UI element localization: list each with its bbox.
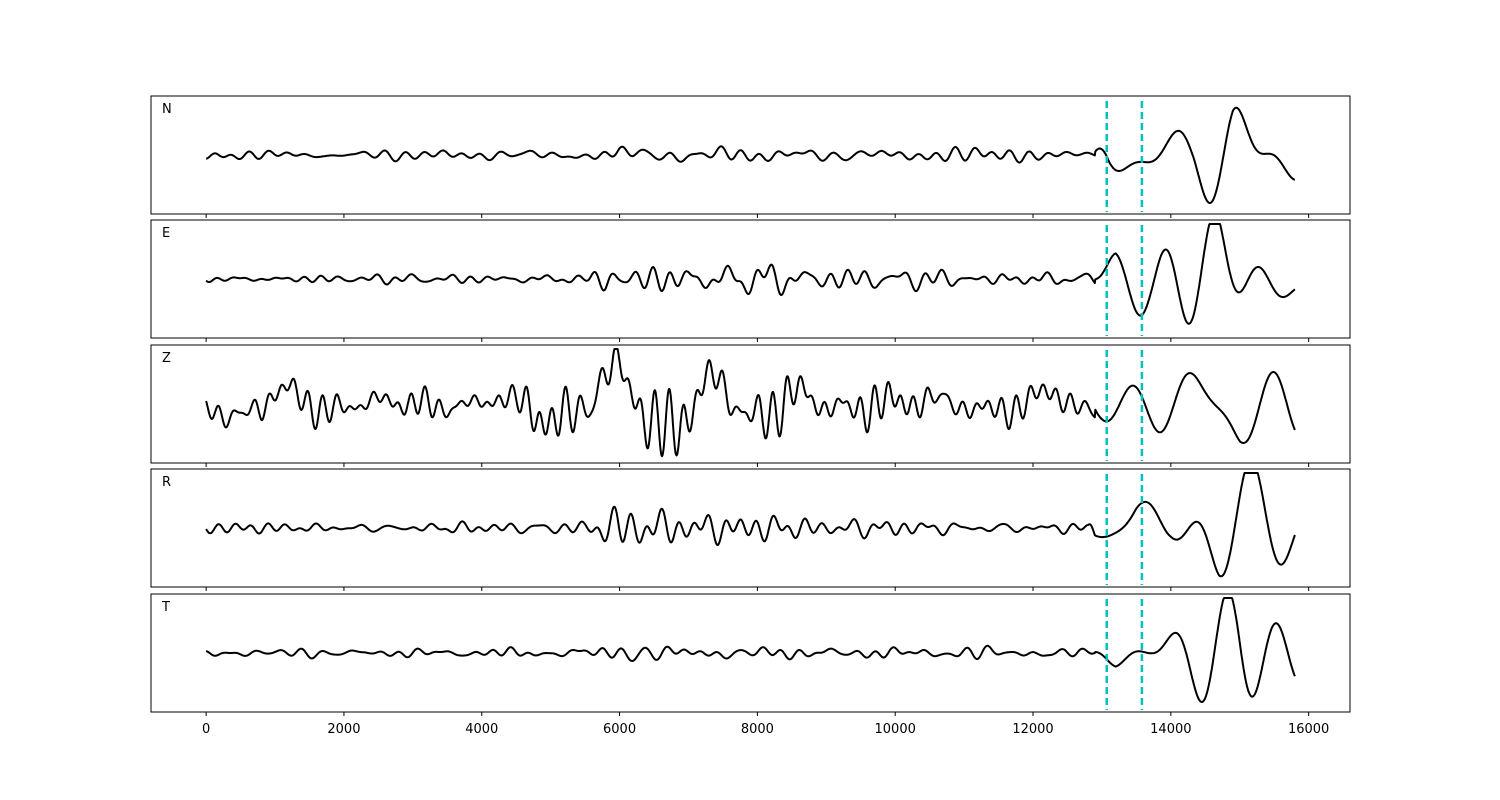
panel-frame-r xyxy=(150,468,1351,588)
panel-frame-z xyxy=(150,344,1351,464)
x-tick-label: 12000 xyxy=(1012,722,1053,737)
x-tick-label: 4000 xyxy=(465,722,498,737)
panel-n: N xyxy=(150,95,1351,218)
panel-z: Z xyxy=(150,344,1351,467)
trace-z xyxy=(205,348,1296,458)
panel-label-e: E xyxy=(162,226,170,241)
x-tick-label: 6000 xyxy=(603,722,636,737)
trace-n xyxy=(205,106,1296,204)
panels-group: N E Z R T xyxy=(150,95,1351,716)
panel-frame-n xyxy=(150,95,1351,215)
panel-e: E xyxy=(150,219,1351,342)
x-tick-label: 10000 xyxy=(875,722,916,737)
panel-frame-e xyxy=(150,219,1351,339)
panel-label-z: Z xyxy=(162,351,171,366)
x-axis: 0 2000 4000 6000 8000 10000 12000 14000 16000 xyxy=(202,722,1329,737)
trace-e xyxy=(205,223,1296,325)
x-tick-label: 0 xyxy=(202,722,210,737)
x-tick-label: 2000 xyxy=(327,722,360,737)
panel-frame-t xyxy=(150,593,1351,713)
x-tick-label: 14000 xyxy=(1150,722,1191,737)
panel-label-t: T xyxy=(161,600,170,615)
x-tick-label: 8000 xyxy=(741,722,774,737)
panel-label-n: N xyxy=(162,102,172,117)
panel-t: T xyxy=(150,593,1351,716)
panel-label-r: R xyxy=(162,475,171,490)
trace-r xyxy=(205,472,1296,578)
panel-r: R xyxy=(150,468,1351,591)
x-tick-label: 16000 xyxy=(1288,722,1329,737)
trace-t xyxy=(205,597,1296,703)
